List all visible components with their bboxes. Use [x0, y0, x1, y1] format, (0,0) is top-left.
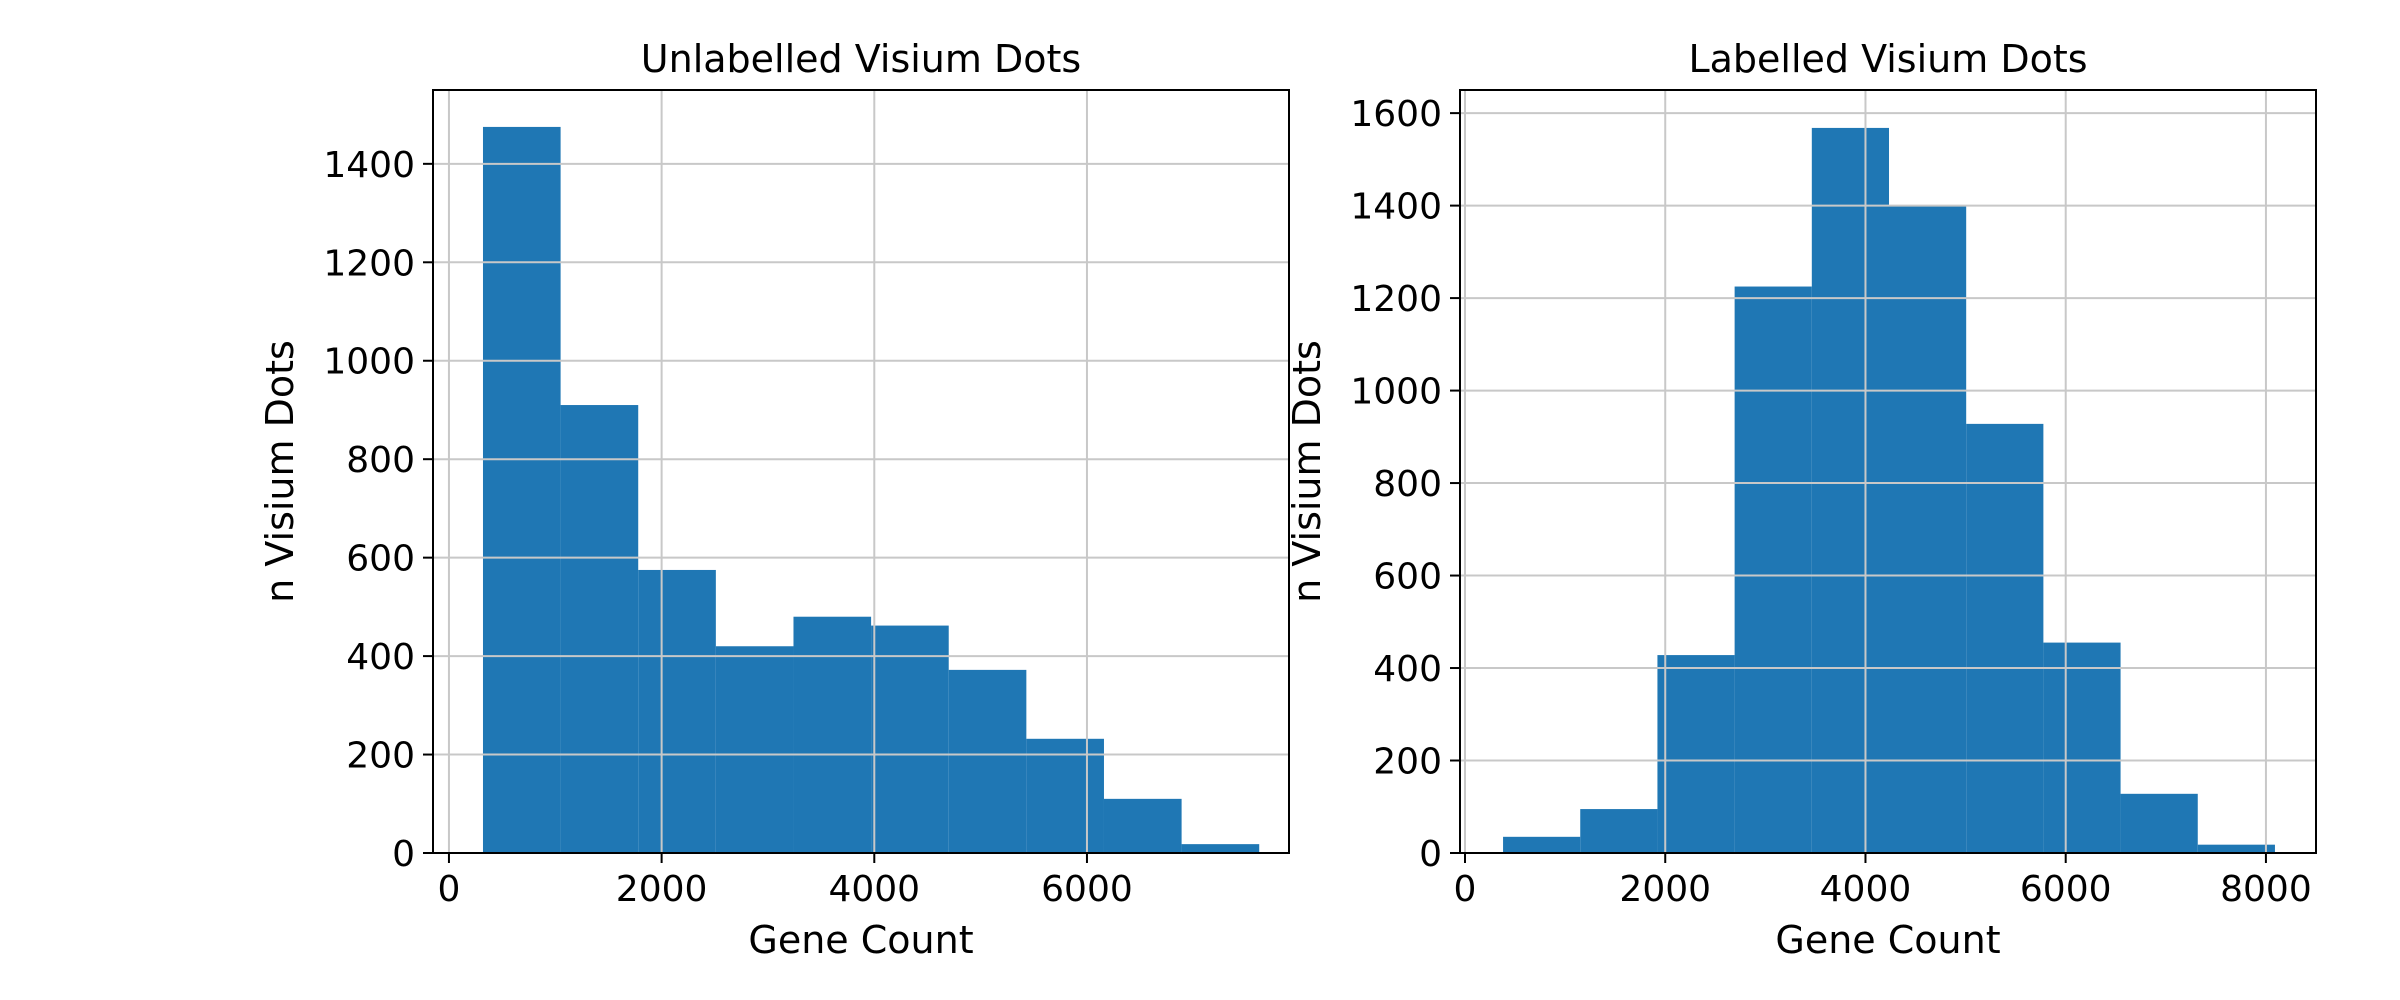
y-tick-label: 600: [346, 539, 415, 580]
y-tick-label: 0: [392, 834, 415, 875]
histogram-bar: [1811, 127, 1890, 854]
y-tick-label: 1400: [1350, 187, 1442, 228]
chart-title: Labelled Visium Dots: [1688, 37, 2087, 81]
y-tick-label: 1200: [1350, 279, 1442, 320]
y-tick-label: 400: [346, 637, 415, 678]
x-axis-label: Gene Count: [748, 918, 973, 962]
y-tick-label: 600: [1373, 557, 1442, 598]
x-tick-label: 2000: [616, 869, 708, 910]
histogram-bar: [793, 616, 872, 853]
histogram-bar: [1734, 286, 1812, 854]
y-tick-label: 1600: [1350, 94, 1442, 135]
x-tick-label: 4000: [1820, 869, 1912, 910]
x-tick-label: 8000: [2220, 869, 2312, 910]
histogram-bar: [1580, 809, 1658, 853]
y-axis-label: n Visium Dots: [1285, 340, 1329, 603]
histogram-bar: [2120, 793, 2198, 853]
x-tick-label: 0: [1454, 869, 1477, 910]
histogram-bar: [1103, 798, 1182, 853]
bars: [482, 126, 1260, 853]
histogram-bar: [482, 126, 561, 853]
histogram-bar: [1657, 655, 1735, 853]
y-tick-label: 800: [346, 440, 415, 481]
y-tick-label: 400: [1373, 649, 1442, 690]
y-tick-label: 1000: [1350, 372, 1442, 413]
x-tick-label: 6000: [1041, 869, 1133, 910]
histogram-bar: [2197, 844, 2275, 853]
y-tick-label: 200: [346, 736, 415, 777]
y-tick-label: 800: [1373, 464, 1442, 505]
histogram-bar: [948, 669, 1027, 853]
histogram-bar: [1966, 423, 2044, 853]
histogram-bar: [1181, 844, 1260, 853]
x-tick-label: 4000: [828, 869, 920, 910]
y-tick-label: 200: [1373, 742, 1442, 783]
histogram-bar: [2043, 642, 2121, 853]
axes-frame: [432, 89, 1290, 854]
histogram-bar: [1889, 205, 1967, 853]
histogram-bar: [560, 405, 639, 853]
histogram-bar: [871, 625, 949, 853]
y-tick-label: 1000: [323, 342, 415, 383]
histogram-bar: [638, 569, 716, 853]
y-tick-label: 0: [1419, 834, 1442, 875]
axes-frame: [1459, 89, 2317, 854]
histogram-bar: [1026, 738, 1104, 853]
chart-title: Unlabelled Visium Dots: [641, 37, 1081, 81]
x-tick-label: 2000: [1619, 869, 1711, 910]
x-tick-label: 6000: [2020, 869, 2112, 910]
histogram-bar: [1503, 836, 1581, 853]
histogram-bar: [715, 646, 794, 853]
chart-labelled-visium-dots: 0 2000 4000 6000 8000 0 200 400 600 800 1000 1200 14…: [1285, 37, 2317, 962]
y-tick-label: 1400: [323, 145, 415, 186]
y-axis-label: n Visium Dots: [258, 340, 302, 603]
bars: [1503, 127, 2275, 854]
chart-unlabelled-visium-dots: 0 2000 4000 6000 0 200 400 600 800 1000 1200 1400 Un…: [258, 37, 1290, 962]
x-tick-label: 0: [437, 869, 460, 910]
y-tick-label: 1200: [323, 243, 415, 284]
x-axis-label: Gene Count: [1775, 918, 2000, 962]
